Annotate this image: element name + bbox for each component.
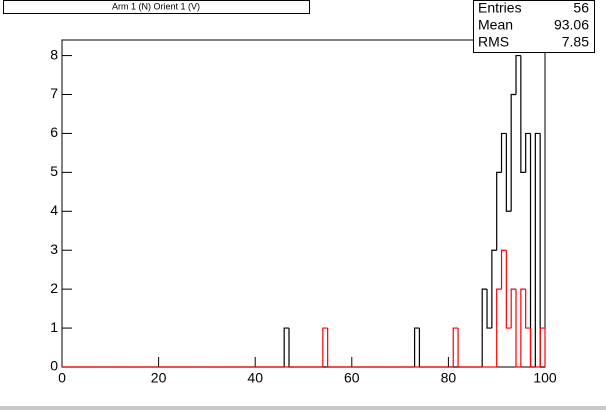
stats-value: 56 (573, 0, 589, 16)
histogram-bin (327, 328, 333, 368)
stats-label: RMS (478, 34, 509, 50)
x-tick-label: 20 (151, 370, 167, 386)
y-tick-label: 8 (50, 46, 58, 62)
histogram-bin (500, 249, 507, 290)
title-box (3, 0, 310, 14)
histogram-bin (486, 289, 492, 329)
histogram-bin (539, 327, 546, 367)
histogram-bin (505, 133, 512, 212)
histogram-bin (322, 327, 328, 367)
histogram-bin (515, 54, 521, 95)
histogram-bin (505, 250, 512, 329)
histogram-bin (529, 328, 536, 368)
stats-value: 93.06 (554, 17, 589, 33)
y-tick-label: 5 (50, 163, 58, 179)
histogram-bin (510, 288, 517, 329)
histogram-bin (534, 132, 541, 367)
stats-value: 7.85 (562, 34, 589, 50)
histogram-bin (500, 132, 507, 173)
histogram-bin (520, 55, 526, 173)
stats-label: Mean (478, 17, 513, 33)
histogram-bin (452, 327, 459, 367)
histogram-bin (496, 288, 502, 367)
histogram-bin (491, 249, 497, 329)
histogram-bin (481, 288, 488, 367)
y-tick-label: 3 (50, 241, 58, 257)
histogram-bin (283, 327, 290, 367)
histogram-bin (496, 171, 502, 251)
histogram-bin (413, 327, 420, 367)
histogram-bin (515, 289, 521, 368)
bottom-strip (0, 406, 606, 410)
histogram-bin (520, 288, 526, 367)
y-tick-label: 4 (50, 202, 58, 218)
x-tick-label: 80 (441, 370, 457, 386)
stats-box (473, 0, 595, 53)
y-tick-label: 1 (50, 319, 58, 335)
y-tick-label: 6 (50, 124, 58, 140)
x-tick-label: 60 (344, 370, 360, 386)
x-tick-label: 40 (247, 370, 263, 386)
x-tick-label: 100 (533, 370, 557, 386)
histogram-bin (525, 132, 531, 173)
y-tick-label: 2 (50, 280, 58, 296)
histogram-bin (510, 93, 517, 212)
y-tick-label: 0 (50, 358, 58, 374)
stats-label: Entries (478, 0, 522, 16)
x-tick-label: 0 (58, 370, 66, 386)
histogram-bin (525, 289, 531, 329)
y-tick-label: 7 (50, 85, 58, 101)
histogram-bin (457, 328, 463, 368)
chart-title: Arm 1 (N) Orient 1 (V) (112, 1, 200, 11)
